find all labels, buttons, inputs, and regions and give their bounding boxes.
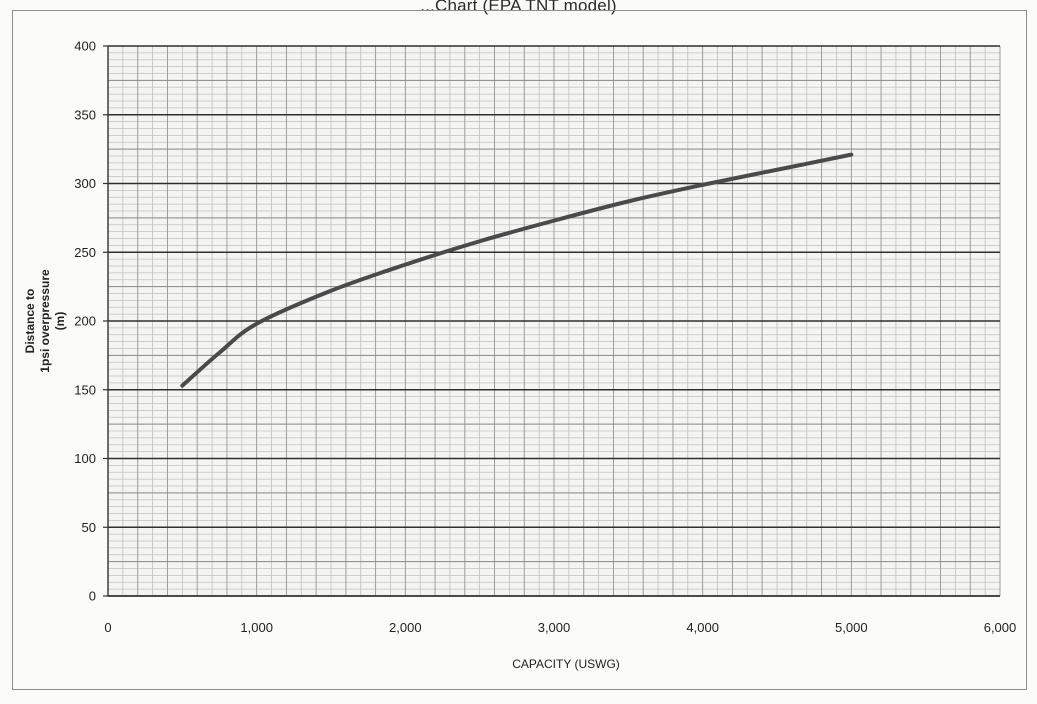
series-line: [180, 152, 854, 388]
y-axis-label: Distance to 1psi overpressure (m): [23, 269, 67, 373]
y-tick-label: 300: [74, 176, 96, 191]
x-axis-label: CAPACITY (USWG): [512, 657, 620, 671]
y-axis-label-line: Distance to: [23, 289, 37, 354]
x-tick-label: 6,000: [984, 620, 1017, 635]
x-tick-label: 1,000: [240, 620, 273, 635]
y-tick-label: 400: [74, 39, 96, 54]
y-tick-label: 0: [89, 589, 96, 604]
y-axis-label-line: 1psi overpressure: [38, 269, 52, 373]
x-tick-label: 3,000: [538, 620, 571, 635]
y-tick-label: 100: [74, 451, 96, 466]
x-tick-label: 4,000: [686, 620, 719, 635]
chart-frame: [12, 10, 1027, 690]
y-tick-label: 250: [74, 245, 96, 260]
x-tick-label: 5,000: [835, 620, 868, 635]
y-tick-label: 200: [74, 314, 96, 329]
y-tick-label: 150: [74, 382, 96, 397]
y-axis-label-line: (m): [53, 312, 67, 331]
chart-title: ...Chart (EPA TNT model): [420, 0, 617, 15]
y-tick-label: 50: [82, 520, 96, 535]
y-tick-label: 350: [74, 107, 96, 122]
x-tick-label: 2,000: [389, 620, 422, 635]
x-tick-label: 0: [104, 620, 111, 635]
